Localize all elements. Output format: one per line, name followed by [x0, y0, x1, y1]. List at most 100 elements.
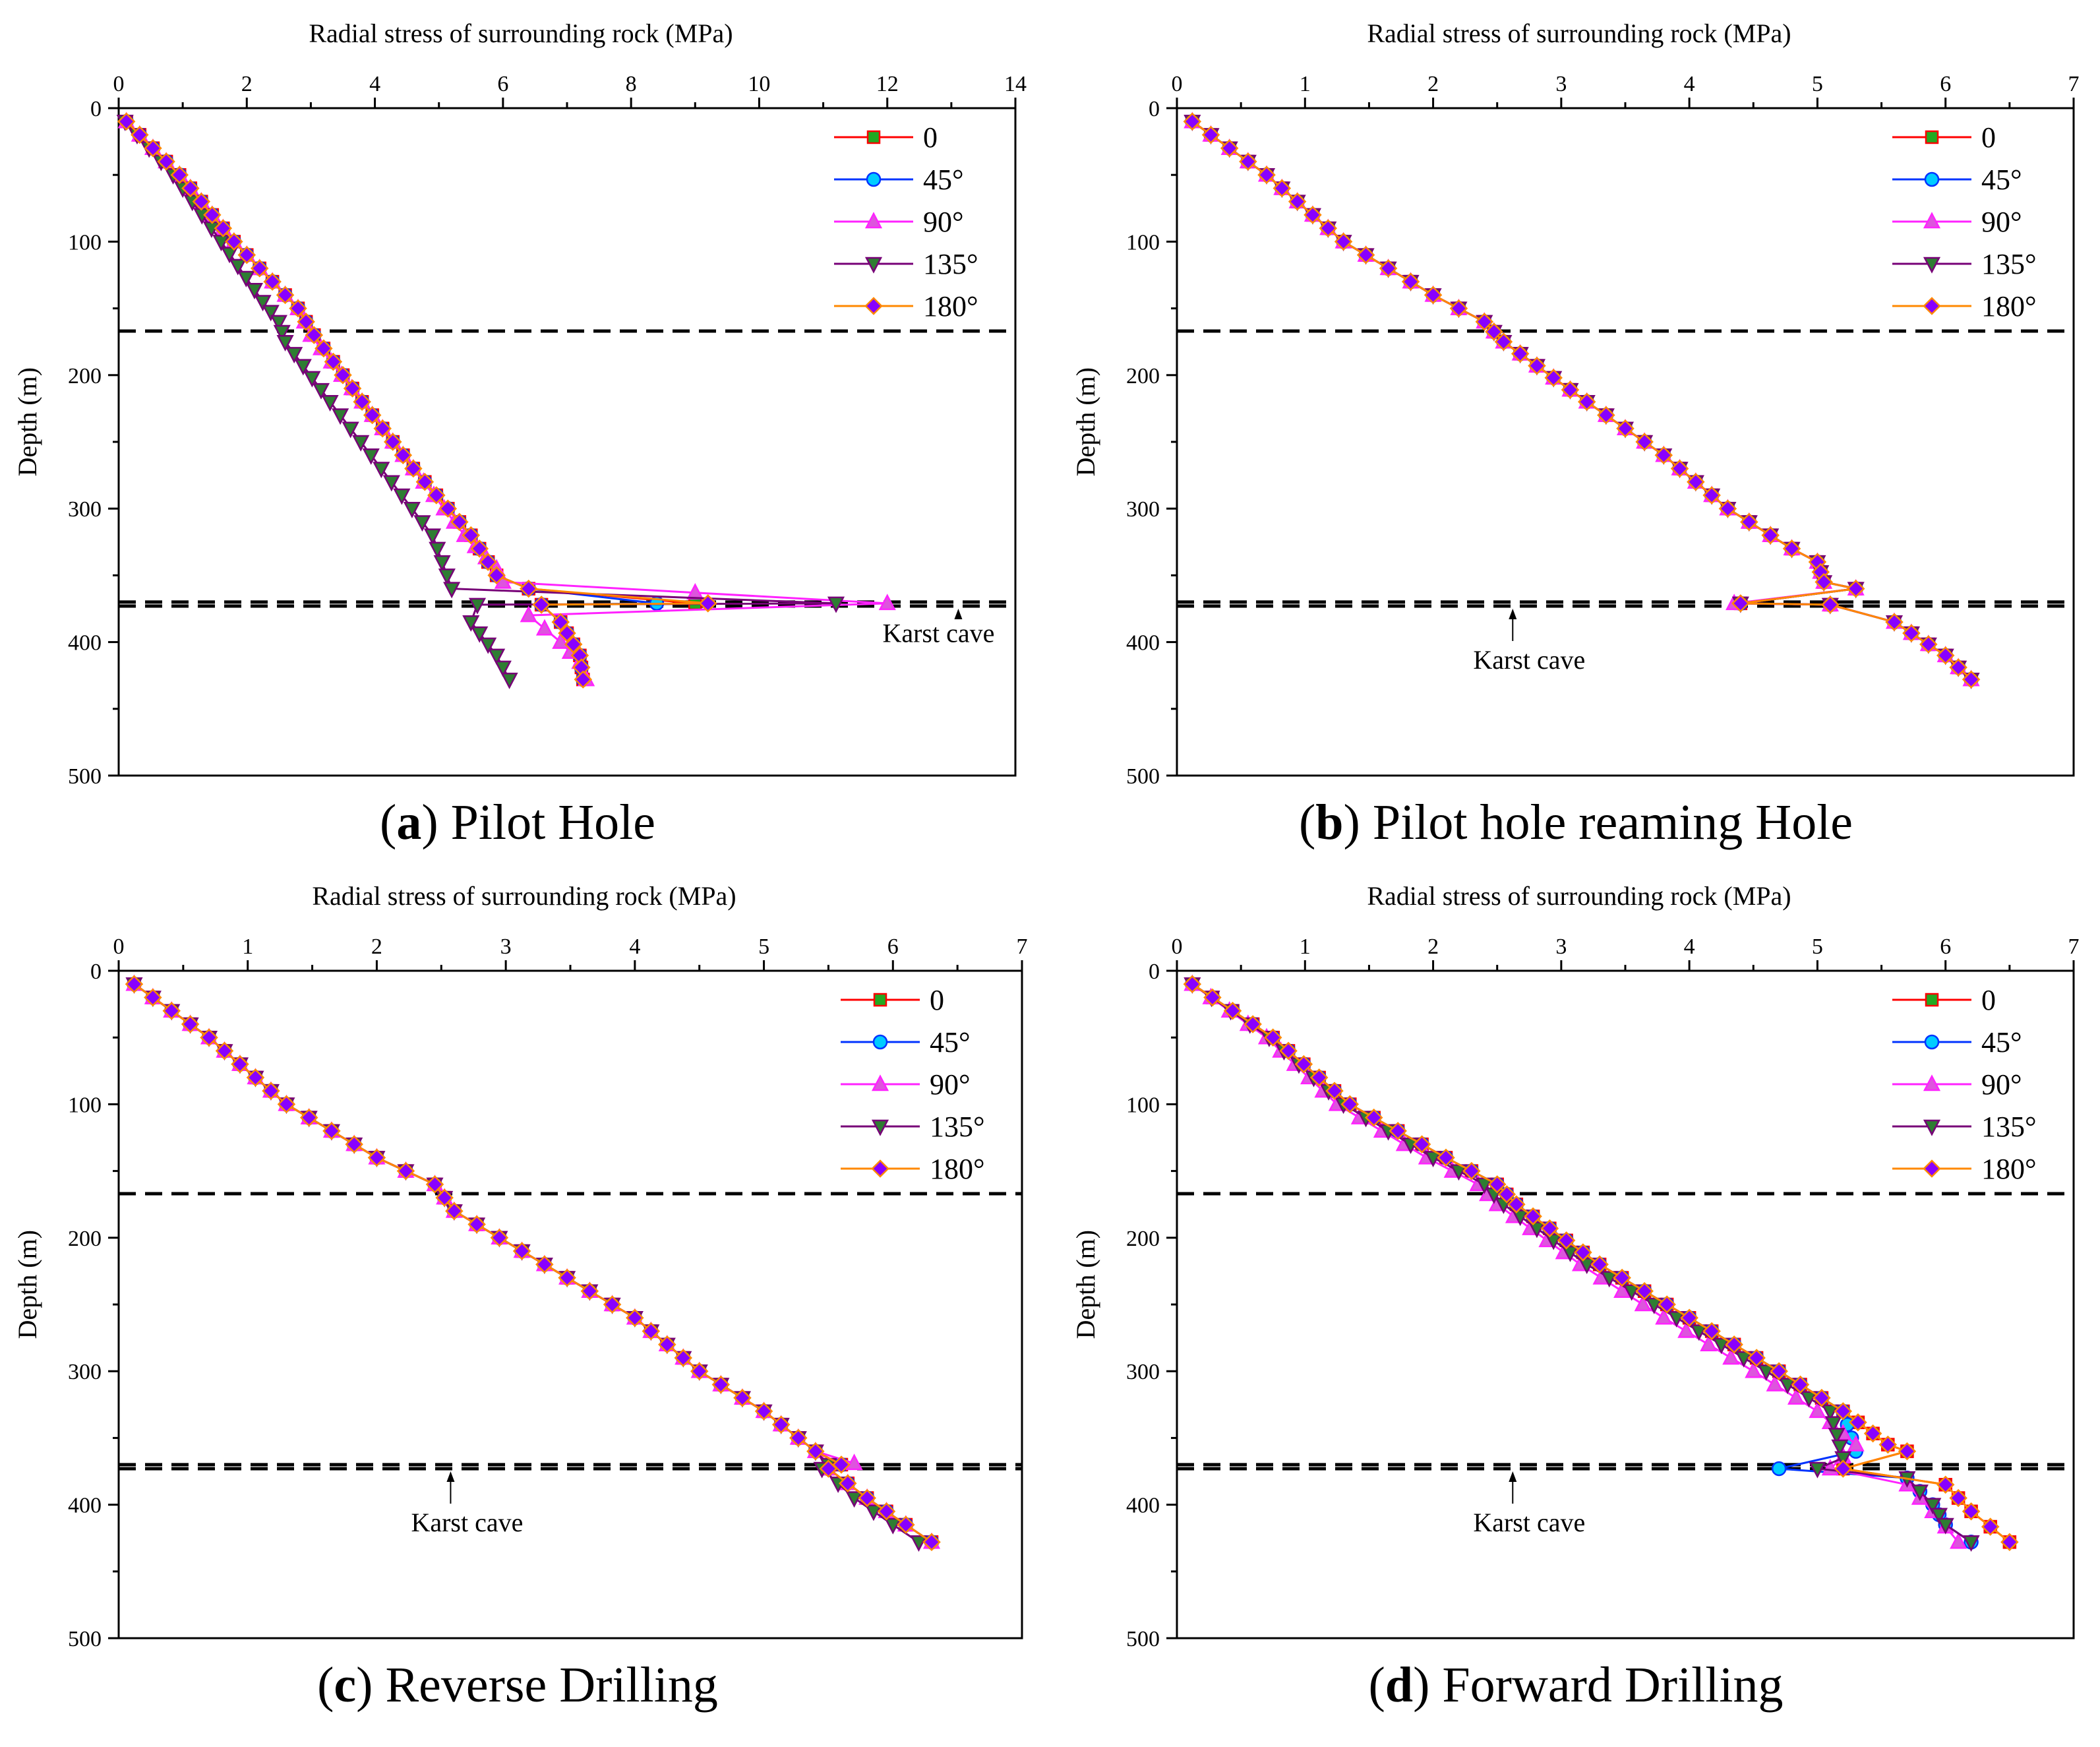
data-point [303, 371, 321, 388]
y-tick-label: 0 [90, 97, 102, 121]
series-line-90 [133, 983, 932, 1543]
data-point [487, 566, 506, 585]
y-tick-label: 500 [1126, 1627, 1160, 1651]
data-point [1834, 1402, 1853, 1421]
data-point [117, 112, 136, 131]
series-markers-180 [117, 112, 717, 689]
y-tick-label: 400 [1126, 631, 1160, 656]
data-point [1919, 635, 1938, 654]
data-point [1718, 499, 1737, 518]
data-point [858, 1488, 876, 1508]
legend-marker-0 [866, 130, 881, 144]
panel-title: (a) Pilot Hole [380, 795, 655, 850]
data-point [212, 235, 230, 252]
data-point [1779, 1378, 1797, 1395]
x-axis-label: Radial stress of surrounding rock (MPa) [312, 881, 736, 911]
panel-title: (b) Pilot hole reaming Hole [1299, 795, 1853, 850]
x-tick-label: 4 [1684, 935, 1695, 959]
data-point [362, 448, 380, 465]
annotation-arrow-head [1509, 608, 1517, 619]
legend-label-180: 180° [1981, 1153, 2037, 1185]
data-point [535, 1255, 554, 1274]
data-point [819, 1459, 838, 1478]
data-point [384, 433, 402, 451]
data-point [1497, 1185, 1516, 1204]
data-point [1263, 1028, 1282, 1047]
x-tick-label: 0 [113, 72, 125, 96]
y-tick-label: 100 [68, 230, 102, 255]
data-point [1813, 1388, 1831, 1407]
data-point [552, 632, 570, 649]
data-point [1424, 286, 1443, 305]
data-point [884, 1517, 902, 1535]
data-point [276, 286, 295, 305]
data-point [334, 366, 352, 384]
legend-label-90: 90° [923, 206, 964, 238]
x-tick-label: 7 [2068, 935, 2080, 959]
data-point [771, 1415, 791, 1434]
data-point [1981, 1517, 2000, 1536]
karst-cave-annotation: Karst cave [882, 618, 994, 648]
data-point [1634, 1295, 1652, 1312]
data-point [462, 526, 481, 545]
data-point [1183, 975, 1202, 994]
karst-cave-annotation: Karst cave [1473, 645, 1585, 675]
legend: 0 45° 90° 135° 180° [834, 121, 978, 322]
data-point [214, 219, 233, 237]
series-line-90 [125, 121, 887, 680]
series-markers-180 [125, 975, 941, 1552]
data-point [1702, 486, 1721, 505]
data-point [922, 1533, 941, 1552]
data-point [1677, 1321, 1695, 1338]
data-point [342, 421, 359, 439]
data-point [897, 1516, 915, 1534]
annotation-arrow-head [1509, 1471, 1517, 1482]
x-tick-label: 10 [748, 72, 770, 96]
data-point [1930, 1508, 1948, 1525]
data-point [1847, 1434, 1865, 1452]
x-tick-label: 1 [1300, 72, 1311, 96]
x-tick-label: 3 [1555, 72, 1567, 96]
x-axis-label: Radial stress of surrounding rock (MPa) [309, 18, 733, 48]
data-point [1364, 1108, 1383, 1127]
data-point [425, 1175, 444, 1194]
y-tick-label: 300 [1126, 497, 1160, 522]
data-point [1950, 1532, 1967, 1549]
legend-label-0: 0 [923, 121, 938, 154]
data-point [1834, 1459, 1853, 1478]
legend-label-135: 135° [930, 1111, 985, 1143]
legend-label-0: 0 [1981, 121, 1996, 154]
legend-marker-180 [864, 297, 883, 315]
panel-title-paren-open: ( [380, 795, 396, 850]
data-point [396, 1161, 415, 1180]
data-point [1325, 1082, 1344, 1100]
series-line-0 [133, 983, 932, 1543]
x-tick-label: 0 [113, 935, 125, 959]
data-point [322, 1122, 341, 1140]
x-tick-label: 3 [1555, 935, 1567, 959]
x-axis-label: Radial stress of surrounding rock (MPa) [1367, 881, 1791, 911]
data-point [438, 568, 456, 586]
data-point [1528, 1221, 1546, 1239]
data-point [789, 1428, 808, 1448]
panel-title-text: ) Pilot hole reaming Hole [1344, 795, 1853, 850]
data-point [299, 1108, 318, 1127]
legend-marker-0 [1925, 130, 1939, 144]
y-tick-label: 100 [1126, 1093, 1160, 1117]
data-point [435, 1188, 454, 1207]
data-point [125, 975, 144, 994]
y-tick-label: 300 [1126, 1360, 1160, 1384]
data-point [1279, 1041, 1298, 1060]
data-point [1722, 1348, 1740, 1365]
legend-marker-0 [1925, 993, 1939, 1007]
data-point [1334, 232, 1353, 251]
data-point [438, 499, 458, 518]
data-point [192, 192, 211, 211]
x-tick-label: 2 [1427, 72, 1439, 96]
data-point [270, 315, 287, 332]
data-point [324, 352, 343, 371]
data-point [289, 299, 307, 318]
data-point [733, 1388, 752, 1407]
x-tick-label: 3 [500, 935, 512, 959]
data-point [312, 383, 330, 400]
